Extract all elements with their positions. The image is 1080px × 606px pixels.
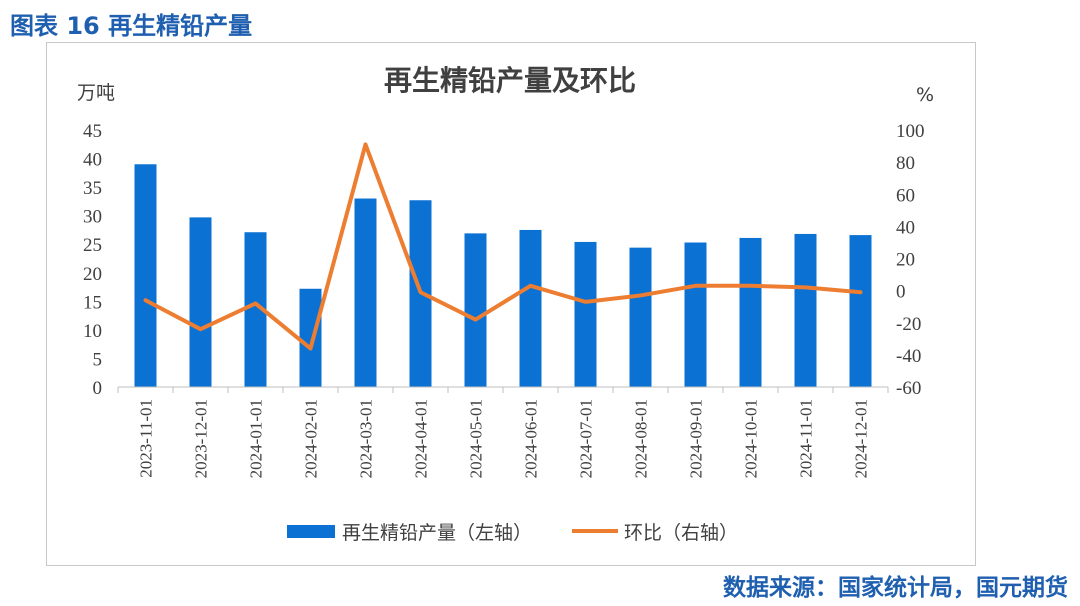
x-tick-label: 2024-04-01 — [412, 399, 431, 478]
left-tick-label: 20 — [83, 264, 102, 285]
line-point — [749, 284, 752, 288]
right-tick-label: 0 — [896, 282, 906, 303]
bar — [629, 247, 652, 387]
line-path — [143, 142, 863, 351]
right-tick-label: 60 — [896, 185, 915, 206]
bar — [794, 233, 817, 387]
line-point — [254, 301, 257, 305]
legend: 再生精铅产量（左轴） 环比（右轴） — [287, 522, 738, 544]
line-point — [309, 346, 312, 350]
bar — [354, 198, 377, 387]
x-tick-label: 2023-12-01 — [192, 399, 211, 478]
x-tick-label: 2024-06-01 — [522, 399, 541, 478]
legend-bar-label: 再生精铅产量（左轴） — [342, 522, 532, 544]
line-point — [364, 142, 367, 146]
legend-bar-swatch — [287, 525, 335, 538]
right-tick-label: -40 — [896, 346, 921, 367]
x-axis-ticks: 2023-11-01 2023-12-01 2024-01-01 2024-02-01… — [117, 387, 889, 478]
chart-title: 再生精铅产量及环比 — [384, 64, 636, 97]
x-tick-label: 2023-11-01 — [137, 399, 156, 478]
left-axis-ticks: 0 5 10 15 20 25 30 35 40 45 — [83, 121, 102, 399]
source-note: 数据来源：国家统计局，国元期货 — [723, 575, 1068, 601]
line-point — [529, 284, 532, 288]
figure-title: 图表 16 再生精铅产量 — [10, 12, 253, 40]
x-tick-label: 2024-12-01 — [852, 399, 871, 478]
left-tick-label: 40 — [83, 150, 102, 171]
x-tick-label: 2024-03-01 — [357, 399, 376, 478]
bar — [519, 229, 542, 387]
x-tick-label: 2024-09-01 — [687, 399, 706, 478]
line-point — [859, 290, 862, 294]
left-tick-label: 15 — [83, 292, 102, 313]
right-tick-label: -20 — [896, 314, 921, 335]
right-tick-label: 20 — [896, 250, 915, 271]
left-axis-unit: 万吨 — [77, 82, 115, 104]
left-tick-label: 30 — [83, 207, 102, 228]
bar — [464, 233, 487, 387]
line-point — [694, 284, 697, 288]
bar — [574, 241, 597, 387]
bar — [299, 288, 322, 387]
line-point — [474, 318, 477, 322]
line-point — [804, 285, 807, 289]
bar — [189, 217, 212, 387]
left-tick-label: 0 — [93, 378, 103, 399]
x-tick-label: 2024-01-01 — [247, 399, 266, 478]
left-tick-label: 35 — [83, 178, 102, 199]
bar — [244, 232, 267, 387]
bar — [134, 164, 157, 387]
x-tick-label: 2024-11-01 — [797, 399, 816, 478]
line-series — [143, 142, 863, 351]
legend-line-label: 环比（右轴） — [624, 522, 738, 544]
right-tick-label: -60 — [896, 378, 921, 399]
chart-frame — [46, 42, 976, 566]
right-tick-label: 80 — [896, 153, 915, 174]
x-tick-label: 2024-10-01 — [742, 399, 761, 478]
x-tick-label: 2024-08-01 — [632, 399, 651, 478]
x-tick-label: 2024-07-01 — [577, 399, 596, 478]
line-point — [584, 300, 587, 304]
line-point — [419, 290, 422, 294]
left-tick-label: 10 — [83, 321, 102, 342]
line-point — [144, 298, 147, 302]
right-axis-ticks: -60 -40 -20 0 20 40 60 80 100 — [896, 121, 925, 399]
line-point — [639, 293, 642, 297]
line-point — [199, 327, 202, 331]
bar — [849, 235, 872, 387]
x-tick-label: 2024-05-01 — [467, 399, 486, 478]
left-tick-label: 45 — [83, 121, 102, 142]
left-tick-label: 25 — [83, 235, 102, 256]
right-axis-unit: % — [916, 84, 934, 106]
left-tick-label: 5 — [93, 349, 103, 370]
bar — [739, 237, 762, 387]
bar — [684, 242, 707, 387]
x-tick-label: 2024-02-01 — [302, 399, 321, 478]
right-tick-label: 40 — [896, 217, 915, 238]
right-tick-label: 100 — [896, 121, 925, 142]
bar-series — [134, 164, 872, 387]
